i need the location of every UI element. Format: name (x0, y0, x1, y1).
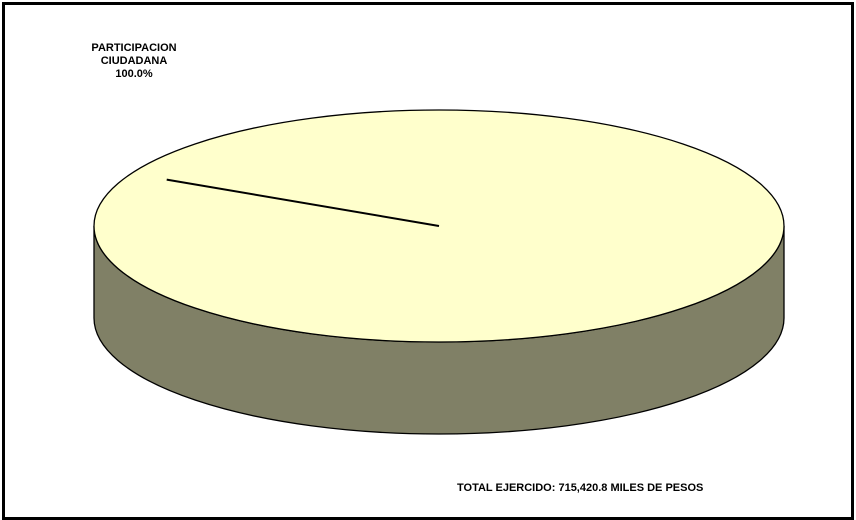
slice-start-line (166, 178, 440, 227)
data-label-percent: 100.0% (115, 68, 153, 80)
data-label-line1: PARTICIPACION (91, 42, 177, 54)
data-label-line2: CIUDADANA (100, 55, 168, 67)
pie-chart (93, 109, 785, 435)
data-label-participacion-ciudadana: PARTICIPACION CIUDADANA 100.0% (59, 42, 209, 81)
total-annotation: TOTAL EJERCIDO: 715,420.8 MILES DE PESOS (457, 482, 704, 494)
